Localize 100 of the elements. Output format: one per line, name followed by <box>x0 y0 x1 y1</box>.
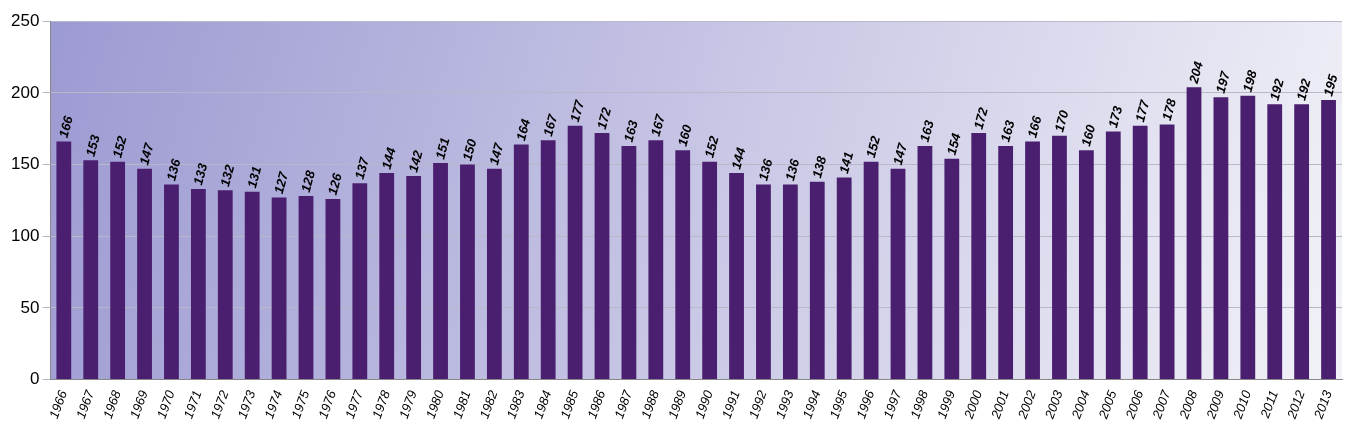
x-tick-label: 1998 <box>907 387 932 421</box>
x-tick-label: 1972 <box>207 387 232 421</box>
x-tick-label: 2012 <box>1283 387 1309 422</box>
data-label: 147 <box>486 140 507 167</box>
data-label: 132 <box>217 162 238 189</box>
data-label: 177 <box>566 97 588 124</box>
x-tick-label: 2011 <box>1256 388 1281 421</box>
x-tick-label: 1999 <box>934 388 959 421</box>
data-label: 172 <box>970 105 991 131</box>
x-tick-label: 1968 <box>99 387 125 421</box>
data-label: 128 <box>297 168 319 194</box>
data-label: 136 <box>163 156 184 183</box>
data-label: 153 <box>82 132 103 158</box>
data-label: 144 <box>728 145 749 171</box>
data-label: 198 <box>1239 67 1260 94</box>
data-label: 136 <box>782 156 803 183</box>
data-label: 167 <box>540 112 561 138</box>
data-label: 137 <box>351 155 372 181</box>
data-label: 147 <box>889 140 911 167</box>
y-tick-label: 250 <box>10 10 40 30</box>
data-label: 163 <box>620 118 642 144</box>
data-label: 177 <box>1132 97 1153 124</box>
data-label: 144 <box>378 145 399 171</box>
y-tick-label: 100 <box>10 225 40 245</box>
data-label: 160 <box>674 122 695 148</box>
data-label: 192 <box>1266 76 1287 103</box>
data-label: 204 <box>1185 59 1207 86</box>
x-tick-label: 2013 <box>1310 387 1336 422</box>
x-tick-label: 1986 <box>584 387 609 421</box>
x-tick-label: 1994 <box>799 388 824 421</box>
data-label: 141 <box>836 150 857 176</box>
x-tick-label: 2002 <box>1014 387 1040 422</box>
x-tick-label: 1987 <box>611 387 636 421</box>
x-tick-label: 1974 <box>261 388 286 421</box>
x-tick-label: 2003 <box>1041 387 1066 422</box>
x-tick-label: 1970 <box>153 387 178 421</box>
x-tick-label: 1992 <box>745 387 770 421</box>
x-tick-label: 1990 <box>691 387 717 421</box>
x-tick-label: 1996 <box>853 387 878 421</box>
x-tick-label: 1991 <box>718 388 743 421</box>
x-tick-label: 2004 <box>1068 388 1093 422</box>
x-tick-label: 1989 <box>664 388 689 421</box>
data-label: 163 <box>997 118 1018 144</box>
data-label: 172 <box>593 105 615 131</box>
x-tick-label: 2000 <box>960 387 986 422</box>
data-label: 192 <box>1293 76 1314 103</box>
data-label: 166 <box>55 113 76 140</box>
data-label: 152 <box>701 133 722 160</box>
x-tick-label: 1966 <box>46 387 71 421</box>
x-tick-label: 1997 <box>880 387 905 421</box>
x-tick-label: 1973 <box>234 387 259 421</box>
x-tick-label: 1978 <box>368 387 394 421</box>
x-tick-label: 1969 <box>126 388 151 421</box>
data-label: 147 <box>136 140 157 167</box>
data-label: 138 <box>809 153 830 180</box>
data-label: 173 <box>1105 103 1126 130</box>
data-label: 133 <box>190 161 211 187</box>
x-tick-label: 2010 <box>1229 387 1255 422</box>
x-tick-label: 2006 <box>1122 387 1147 422</box>
x-tick-label: 1980 <box>422 387 448 421</box>
data-label: 151 <box>432 135 453 161</box>
x-tick-label: 1981 <box>449 388 474 421</box>
x-tick-label: 1979 <box>395 388 420 421</box>
x-tick-label: 1983 <box>503 387 528 421</box>
x-tick-label: 1967 <box>72 387 98 421</box>
data-label: 126 <box>324 171 346 197</box>
data-label: 170 <box>1051 107 1072 134</box>
data-label: 164 <box>513 116 534 143</box>
data-label: 166 <box>1024 113 1045 140</box>
data-label: 167 <box>647 112 668 138</box>
data-label: 197 <box>1212 69 1234 95</box>
data-label: 142 <box>405 148 426 174</box>
data-label: 127 <box>270 169 292 196</box>
x-tick-label: 2008 <box>1175 387 1201 422</box>
data-label: 152 <box>862 133 884 160</box>
data-label: 178 <box>1158 96 1180 123</box>
data-label: 136 <box>755 156 776 183</box>
data-label: 195 <box>1320 72 1341 98</box>
data-label: 131 <box>244 164 265 190</box>
x-tick-label: 2009 <box>1202 388 1228 422</box>
data-label: 163 <box>916 118 938 144</box>
y-tick-label: 0 <box>29 369 40 389</box>
x-tick-label: 2001 <box>987 388 1012 422</box>
y-tick-label: 50 <box>20 297 40 317</box>
y-tick-label: 150 <box>10 154 40 174</box>
data-label: 160 <box>1078 122 1099 148</box>
x-tick-label: 1993 <box>772 387 797 421</box>
x-tick-label: 1995 <box>826 387 851 421</box>
x-tick-label: 2007 <box>1148 387 1174 422</box>
data-label: 152 <box>109 133 130 160</box>
x-tick-label: 1988 <box>638 387 663 421</box>
x-tick-label: 1976 <box>315 387 340 421</box>
x-tick-label: 1982 <box>476 387 501 421</box>
x-tick-label: 1977 <box>342 387 367 421</box>
x-tick-label: 1975 <box>288 387 313 421</box>
x-tick-label: 1985 <box>557 387 582 421</box>
x-tick-label: 1971 <box>180 388 205 421</box>
x-tick-label: 2005 <box>1095 387 1120 422</box>
y-tick-label: 200 <box>10 82 40 102</box>
data-label: 154 <box>943 130 964 157</box>
